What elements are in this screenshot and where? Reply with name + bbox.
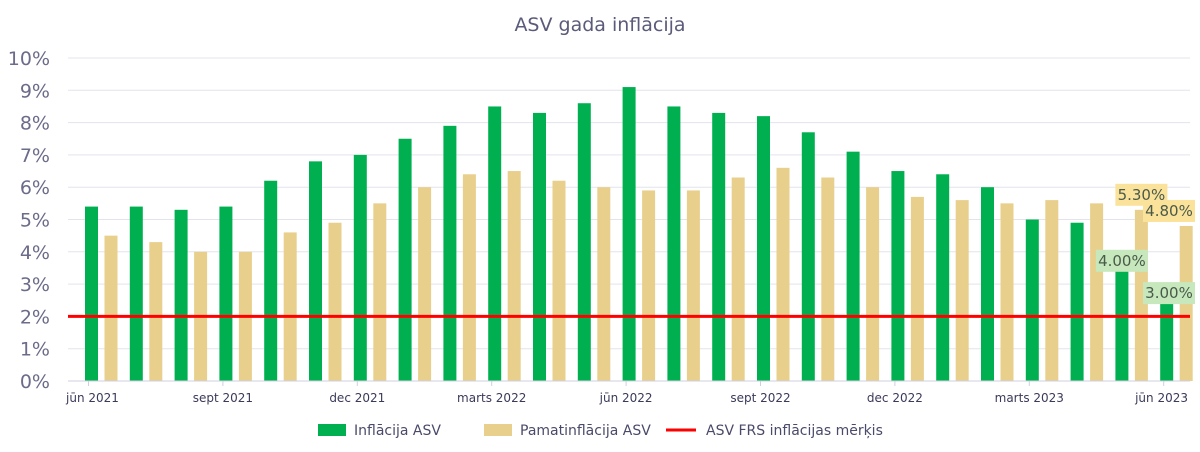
bar-inflation [264,180,278,381]
annotation-box [1095,249,1148,272]
y-tick-label: 4% [20,242,50,264]
bar-inflation [398,138,412,381]
data-annotations: 5.30%4.80% 4.00% 3.00% [1095,183,1195,305]
bar-inflation [577,103,591,381]
bar-core-inflation [910,196,924,381]
legend-label: Inflācija ASV [354,423,441,439]
bar-core-inflation [149,242,163,381]
bar-core-inflation [642,190,656,381]
bar-inflation [85,206,98,381]
bar-core-inflation [418,187,432,381]
y-tick-label: 10% [8,48,50,70]
legend: Inflācija ASV Pamatinflācija ASV ASV FRS i… [318,423,883,439]
x-tick-label: marts 2023 [995,391,1064,405]
annotation-label: 5.30% [1118,186,1166,204]
bar-inflation [801,132,815,381]
bar-inflation [891,171,905,381]
legend-swatch-core-inflation [484,424,512,436]
y-tick-label: 8% [20,113,50,135]
bar-inflation [174,209,188,381]
x-tick-label: sept 2021 [193,391,253,405]
y-tick-label: 2% [20,306,50,328]
x-tick-label: jūn 2023 [1134,391,1188,405]
x-tick-label: marts 2022 [457,391,526,405]
x-tick-label: dec 2021 [329,391,385,405]
bar-core-inflation [776,167,790,381]
bar-inflation [1070,222,1084,381]
y-tick-label: 3% [20,274,50,296]
bars [85,87,1193,381]
bar-inflation [309,161,322,381]
chart-title: ASV gada inflācija [514,14,685,36]
bar-inflation [488,106,502,381]
bar-core-inflation [373,203,387,381]
y-tick-label: 9% [20,80,50,102]
bar-inflation [667,106,681,381]
bar-inflation [353,154,367,381]
bar-core-inflation [821,177,835,381]
bar-core-inflation [686,190,700,381]
bar-inflation [219,206,233,381]
bar-inflation [443,125,457,381]
legend-label: ASV FRS inflācijas mērķis [706,423,883,439]
bar-inflation [936,174,950,381]
bar-inflation [1160,284,1174,381]
bar-core-inflation [462,174,476,381]
bar-core-inflation [283,232,297,381]
legend-swatch-inflation [318,424,346,436]
bar-core-inflation [552,180,566,381]
x-tick-label: dec 2022 [867,391,923,405]
bar-core-inflation [1090,203,1104,381]
annotation-label: 3.00% [1145,284,1193,302]
bar-core-inflation [328,222,342,381]
y-tick-label: 6% [20,177,50,199]
y-axis-ticks: 0% 1% 2% 3% 4% 5% 6% 7% 8% 9% 10% [8,48,50,393]
legend-label: Pamatinflācija ASV [520,423,651,439]
bar-core-inflation [731,177,745,381]
x-tick-label: sept 2022 [730,391,790,405]
x-axis-ticks: jūn 2021 sept 2021 dec 2021 marts 2022 jūn 2… [65,381,1188,405]
annotation-label: 4.80% [1145,202,1193,220]
y-tick-label: 7% [20,145,50,167]
y-tick-label: 0% [20,371,50,393]
y-tick-label: 5% [20,210,50,232]
bar-inflation [757,116,770,381]
annotation-box [1143,199,1195,222]
bar-inflation [846,151,860,381]
bar-inflation [622,87,636,381]
bar-inflation [1025,219,1039,381]
annotation-box [1143,282,1195,305]
bar-core-inflation [507,171,521,381]
bar-inflation [712,112,726,381]
bar-inflation [129,206,143,381]
bar-core-inflation [866,187,880,381]
y-tick-label: 1% [20,339,50,361]
bar-core-inflation [1000,203,1014,381]
bar-core-inflation [104,235,118,381]
bar-core-inflation [597,187,611,381]
annotation-label: 4.00% [1098,252,1146,270]
x-tick-label: jūn 2022 [599,391,653,405]
bar-inflation [981,187,994,381]
bar-core-inflation [1045,200,1059,381]
x-tick-label: jūn 2021 [65,391,119,405]
bar-core-inflation [955,200,969,381]
bar-inflation [533,112,546,381]
